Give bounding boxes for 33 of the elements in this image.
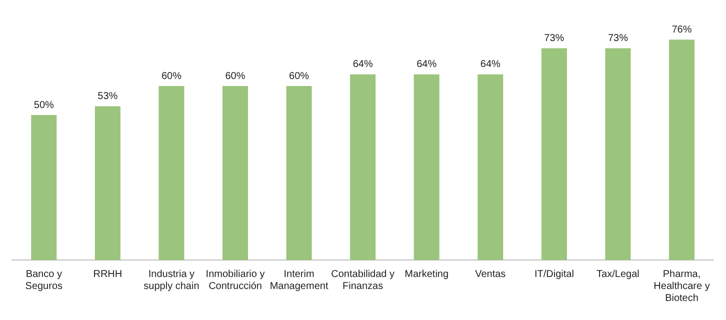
x-tick-label: Contabilidad y Finanzas	[331, 268, 395, 292]
bar	[286, 86, 312, 260]
x-tick-label: Ventas	[475, 268, 506, 280]
data-label: 50%	[34, 100, 54, 111]
bar	[668, 40, 695, 260]
data-label: 64%	[416, 59, 437, 70]
x-tick-label: Tax/Legal	[596, 268, 640, 280]
data-label: 76%	[672, 24, 692, 36]
bar	[350, 74, 376, 260]
bar	[31, 115, 57, 260]
data-label: 73%	[608, 33, 628, 44]
data-label: 60%	[225, 70, 246, 82]
data-label: 64%	[480, 59, 501, 70]
x-tick-label: RRHH	[93, 268, 122, 280]
bar	[541, 48, 567, 260]
bar	[222, 86, 248, 260]
x-tick-label: Interim Management	[270, 268, 328, 292]
data-label: 64%	[352, 59, 373, 70]
x-tick-label: IT/Digital	[534, 268, 574, 280]
data-label: 53%	[98, 91, 118, 102]
x-tick-label: Banco y Seguros	[25, 268, 63, 292]
x-tick-label: Inmobiliario y Contrucción	[206, 268, 265, 292]
x-tick-label: Pharma, Healthcare y Biotech	[654, 268, 710, 304]
bar	[605, 48, 631, 260]
data-label: 60%	[289, 70, 310, 82]
x-tick-label: Marketing	[404, 268, 449, 280]
x-tick-label: Industria y supply chain	[144, 268, 200, 292]
bar	[414, 74, 440, 260]
bar	[158, 86, 184, 260]
bar	[94, 106, 120, 260]
data-label: 73%	[544, 33, 564, 44]
data-label: 60%	[161, 70, 182, 82]
bar	[478, 74, 504, 260]
